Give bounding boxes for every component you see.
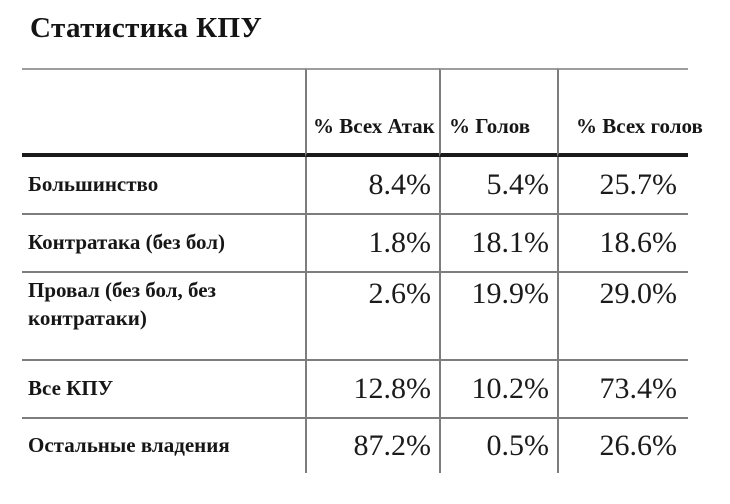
cell-value: 26.6% (557, 419, 688, 473)
row-label: Провал (без бол, без контратаки) (22, 273, 305, 361)
stats-table: % Всех Атак % Голов % Всех голов Большин… (22, 68, 703, 473)
cell-value: 18.6% (557, 215, 688, 273)
cell-value: 18.1% (439, 215, 557, 273)
cell-value: 29.0% (557, 273, 688, 361)
cell-value: 12.8% (305, 361, 439, 419)
page-title: Статистика КПУ (30, 12, 263, 44)
column-header-pct-goals: % Голов (439, 68, 557, 157)
row-label: Большинство (22, 157, 305, 215)
cell-value: 0.5% (439, 419, 557, 473)
cell-value: 25.7% (557, 157, 688, 215)
cell-value: 87.2% (305, 419, 439, 473)
header-spacer-cell (22, 68, 305, 157)
cell-value: 73.4% (557, 361, 688, 419)
cell-value: 1.8% (305, 215, 439, 273)
cell-value: 8.4% (305, 157, 439, 215)
row-label: Контратака (без бол) (22, 215, 305, 273)
cell-value: 10.2% (439, 361, 557, 419)
row-label: Остальные владения (28, 433, 230, 458)
cell-value: 5.4% (439, 157, 557, 215)
cell-value: 19.9% (439, 273, 557, 361)
cell-value: 2.6% (305, 273, 439, 361)
column-header-pct-all-attacks: % Всех Атак (305, 68, 439, 157)
column-header-pct-all-goals: % Всех голов (557, 68, 703, 157)
row-label: Все КПУ (22, 361, 305, 419)
